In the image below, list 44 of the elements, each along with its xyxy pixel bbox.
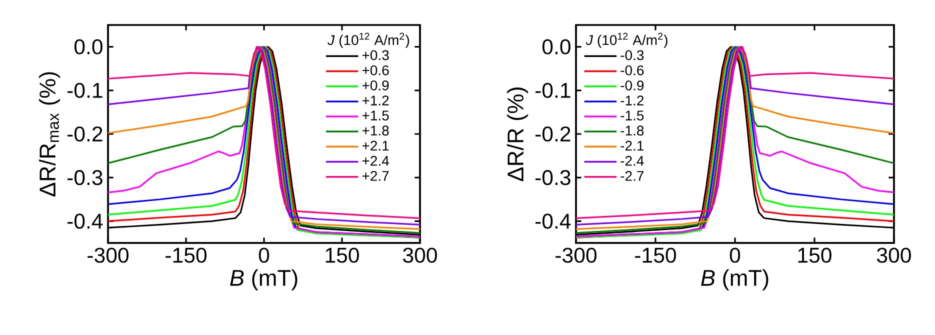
- legend-label: -2.4: [620, 156, 644, 166]
- legend-label: +0.9: [362, 80, 389, 90]
- x-tick-label: 300: [877, 248, 911, 263]
- y-axis-title: ΔR/R (%): [506, 88, 528, 182]
- x-tick-label: 150: [326, 248, 359, 263]
- legend-title: J (10$^{12}$ A/m$^{2}$): [328, 32, 410, 48]
- x-tick-label: -150: [635, 248, 676, 263]
- legend-label: +2.1: [362, 140, 389, 151]
- x-tick-label: -300: [88, 248, 129, 263]
- y-tick-label: -0.4: [67, 214, 103, 229]
- legend-label: +0.6: [362, 65, 389, 76]
- y-axis-title: ΔR/R$_{max}$ (%): [38, 72, 60, 197]
- y-tick-label: -0.3: [535, 170, 570, 186]
- y-tick-label: -0.1: [67, 82, 102, 98]
- legend-label: -1.8: [620, 126, 644, 136]
- legend-label: -2.1: [620, 140, 644, 151]
- legend-label: -1.5: [620, 110, 644, 120]
- x-axis-title: B (mT): [230, 269, 298, 290]
- x-tick-label: 0: [730, 248, 740, 263]
- x-tick-label: 300: [403, 248, 437, 263]
- x-tick-label: 150: [798, 248, 832, 263]
- y-tick-label: -0.4: [535, 214, 571, 229]
- x-tick-label: -150: [166, 248, 207, 263]
- y-tick-label: -0.3: [67, 170, 102, 186]
- legend-label: +2.7: [362, 170, 389, 181]
- legend-label: -0.3: [620, 50, 644, 60]
- y-tick-label: -0.1: [535, 82, 570, 98]
- legend-label: +0.3: [362, 50, 389, 60]
- legend-label: -1.2: [620, 96, 644, 106]
- legend-title: J (10$^{12}$ A/m$^{2}$): [586, 32, 668, 48]
- legend-label: -0.9: [620, 80, 644, 90]
- y-tick-label: 0.0: [74, 39, 102, 54]
- x-tick-label: -300: [556, 248, 596, 263]
- x-axis-title: B (mT): [701, 269, 768, 290]
- legend-label: +2.4: [362, 156, 389, 166]
- x-tick-label: 0: [258, 248, 270, 263]
- legend-label: +1.2: [362, 96, 389, 106]
- legend-label: +1.8: [362, 126, 389, 136]
- legend-label: -0.6: [620, 65, 644, 76]
- legend-label: -2.7: [620, 170, 644, 181]
- legend-label: +1.5: [362, 110, 389, 120]
- y-tick-label: 0.0: [542, 39, 570, 54]
- y-tick-label: -0.2: [535, 126, 570, 142]
- y-tick-label: -0.2: [67, 126, 102, 142]
